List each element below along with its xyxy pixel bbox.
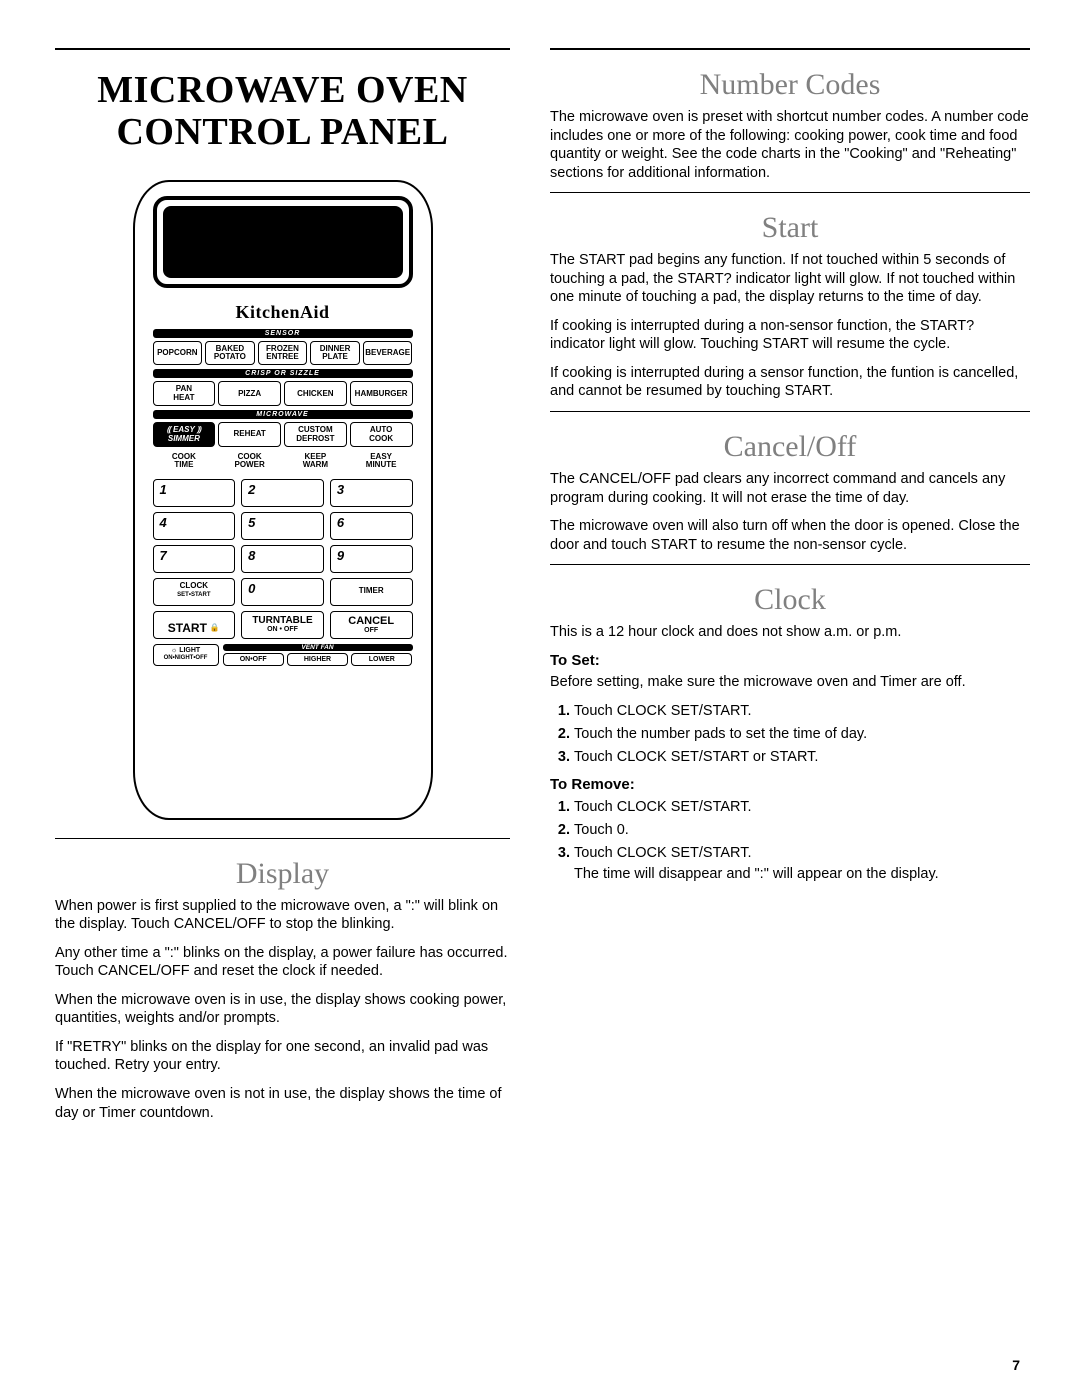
- key-9: 9: [330, 545, 413, 573]
- set-step-3: Touch CLOCK SET/START or START.: [574, 747, 1030, 768]
- btn-turntable: TURNTABLEON • OFF: [241, 611, 324, 639]
- key-1: 1: [153, 479, 236, 507]
- key-8: 8: [241, 545, 324, 573]
- btn-reheat: REHEAT: [218, 422, 281, 447]
- rem-step-2: Touch 0.: [574, 820, 1030, 841]
- display-heading: Display: [55, 838, 510, 891]
- btn-dinner-plate: DINNERPLATE: [310, 341, 360, 366]
- start-heading: Start: [550, 192, 1030, 245]
- btn-auto-cook: AUTOCOOK: [350, 422, 413, 447]
- control-panel-diagram: KitchenAid SENSOR POPCORN BAKEDPOTATO FR…: [133, 180, 433, 820]
- display-p2: Any other time a ":" blinks on the displ…: [55, 944, 510, 981]
- btn-cook-power: COOKPOWER: [218, 450, 281, 473]
- btn-keep-warm: KEEPWARM: [284, 450, 347, 473]
- btn-pan-heat: PANHEAT: [153, 381, 216, 406]
- btn-vent-higher: HIGHER: [287, 653, 348, 667]
- remove-steps: Touch CLOCK SET/START. Touch 0. Touch CL…: [550, 797, 1030, 885]
- display-p3: When the microwave oven is in use, the d…: [55, 991, 510, 1028]
- btn-start: START🔒: [153, 611, 236, 639]
- rem-note: The time will disappear and ":" will app…: [574, 866, 939, 882]
- btn-chicken: CHICKEN: [284, 381, 347, 406]
- btn-beverage: BEVERAGE: [363, 341, 413, 366]
- btn-hamburger: HAMBURGER: [350, 381, 413, 406]
- btn-easy-minute: EASYMINUTE: [350, 450, 413, 473]
- cancel-p2: The microwave oven will also turn off wh…: [550, 517, 1030, 554]
- brand-label: KitchenAid: [153, 302, 413, 323]
- btn-baked-potato: BAKEDPOTATO: [205, 341, 255, 366]
- main-title: MICROWAVE OVEN CONTROL PANEL: [55, 48, 510, 154]
- nc-p1: The microwave oven is preset with shortc…: [550, 108, 1030, 182]
- set-step-2: Touch the number pads to set the time of…: [574, 724, 1030, 745]
- microwave-bar: MICROWAVE: [153, 410, 413, 419]
- set-step-1: Touch CLOCK SET/START.: [574, 701, 1030, 722]
- rem-step-1: Touch CLOCK SET/START.: [574, 797, 1030, 818]
- to-remove-heading: To Remove:: [550, 776, 1030, 793]
- to-set-heading: To Set:: [550, 652, 1030, 669]
- cancel-heading: Cancel/Off: [550, 411, 1030, 464]
- start-p2: If cooking is interrupted during a non-s…: [550, 317, 1030, 354]
- key-6: 6: [330, 512, 413, 540]
- btn-cancel: CANCELOFF: [330, 611, 413, 639]
- btn-popcorn: POPCORN: [153, 341, 203, 366]
- key-4: 4: [153, 512, 236, 540]
- cancel-p1: The CANCEL/OFF pad clears any incorrect …: [550, 470, 1030, 507]
- btn-vent-onoff: ON•OFF: [223, 653, 284, 667]
- display-p5: When the microwave oven is not in use, t…: [55, 1085, 510, 1122]
- btn-easy-simmer: ⸨ EASY ⸩SIMMER: [153, 422, 216, 447]
- display-screen: [153, 196, 413, 288]
- key-2: 2: [241, 479, 324, 507]
- display-p4: If "RETRY" blinks on the display for one…: [55, 1038, 510, 1075]
- key-5: 5: [241, 512, 324, 540]
- btn-vent-lower: LOWER: [351, 653, 412, 667]
- clock-p1: This is a 12 hour clock and does not sho…: [550, 623, 1030, 642]
- page-number: 7: [1012, 1357, 1020, 1373]
- key-7: 7: [153, 545, 236, 573]
- set-steps: Touch CLOCK SET/START. Touch the number …: [550, 701, 1030, 768]
- vent-fan-bar: VENT FAN: [223, 644, 413, 651]
- start-p1: The START pad begins any function. If no…: [550, 251, 1030, 307]
- number-codes-heading: Number Codes: [550, 48, 1030, 102]
- btn-light: ☼ LIGHTON•NIGHT•OFF: [153, 644, 219, 667]
- key-clock: CLOCKSET•START: [153, 578, 236, 606]
- keypad: 1 2 3 4 5 6 7 8 9 CLOCKSET: [153, 479, 413, 667]
- sensor-bar: SENSOR: [153, 329, 413, 338]
- clock-heading: Clock: [550, 564, 1030, 617]
- display-p1: When power is first supplied to the micr…: [55, 897, 510, 934]
- crisp-bar: CRISP OR SIZZLE: [153, 369, 413, 378]
- key-timer: TIMER: [330, 578, 413, 606]
- btn-frozen-entree: FROZENENTREE: [258, 341, 308, 366]
- rem-step-3: Touch CLOCK SET/START.The time will disa…: [574, 843, 1030, 885]
- btn-cook-time: COOKTIME: [153, 450, 216, 473]
- key-3: 3: [330, 479, 413, 507]
- btn-pizza: PIZZA: [218, 381, 281, 406]
- start-p3: If cooking is interrupted during a senso…: [550, 364, 1030, 401]
- key-0: 0: [241, 578, 324, 606]
- set-intro: Before setting, make sure the microwave …: [550, 673, 1030, 692]
- btn-custom-defrost: CUSTOMDEFROST: [284, 422, 347, 447]
